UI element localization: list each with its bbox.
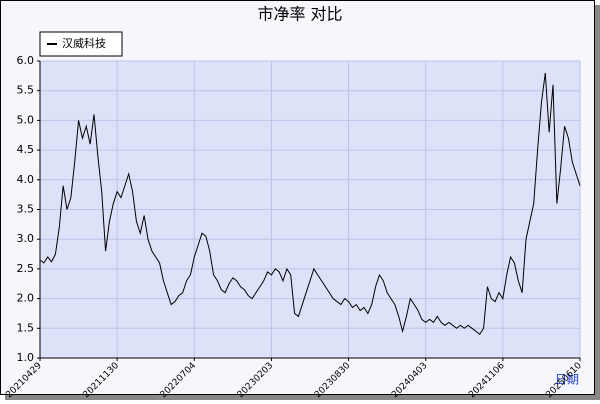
shadow [595,5,600,400]
legend-label: 汉威科技 [62,36,106,50]
shadow [5,395,600,400]
y-tick-label: 3.0 [17,232,35,245]
y-tick-label: 1.0 [17,351,35,364]
y-tick-label: 3.5 [17,203,35,216]
y-tick-label: 2.0 [17,292,35,305]
y-tick-label: 6.0 [17,54,35,67]
x-axis-label: 日期 [555,373,579,387]
chart-title: 市净率 对比 [257,5,342,24]
y-tick-label: 5.0 [17,113,35,126]
y-tick-label: 1.5 [17,321,35,334]
y-tick-label: 5.5 [17,84,35,97]
y-tick-label: 2.5 [17,262,35,275]
y-tick-label: 4.0 [17,173,35,186]
line-series [39,72,581,335]
y-tick-label: 4.5 [17,143,35,156]
